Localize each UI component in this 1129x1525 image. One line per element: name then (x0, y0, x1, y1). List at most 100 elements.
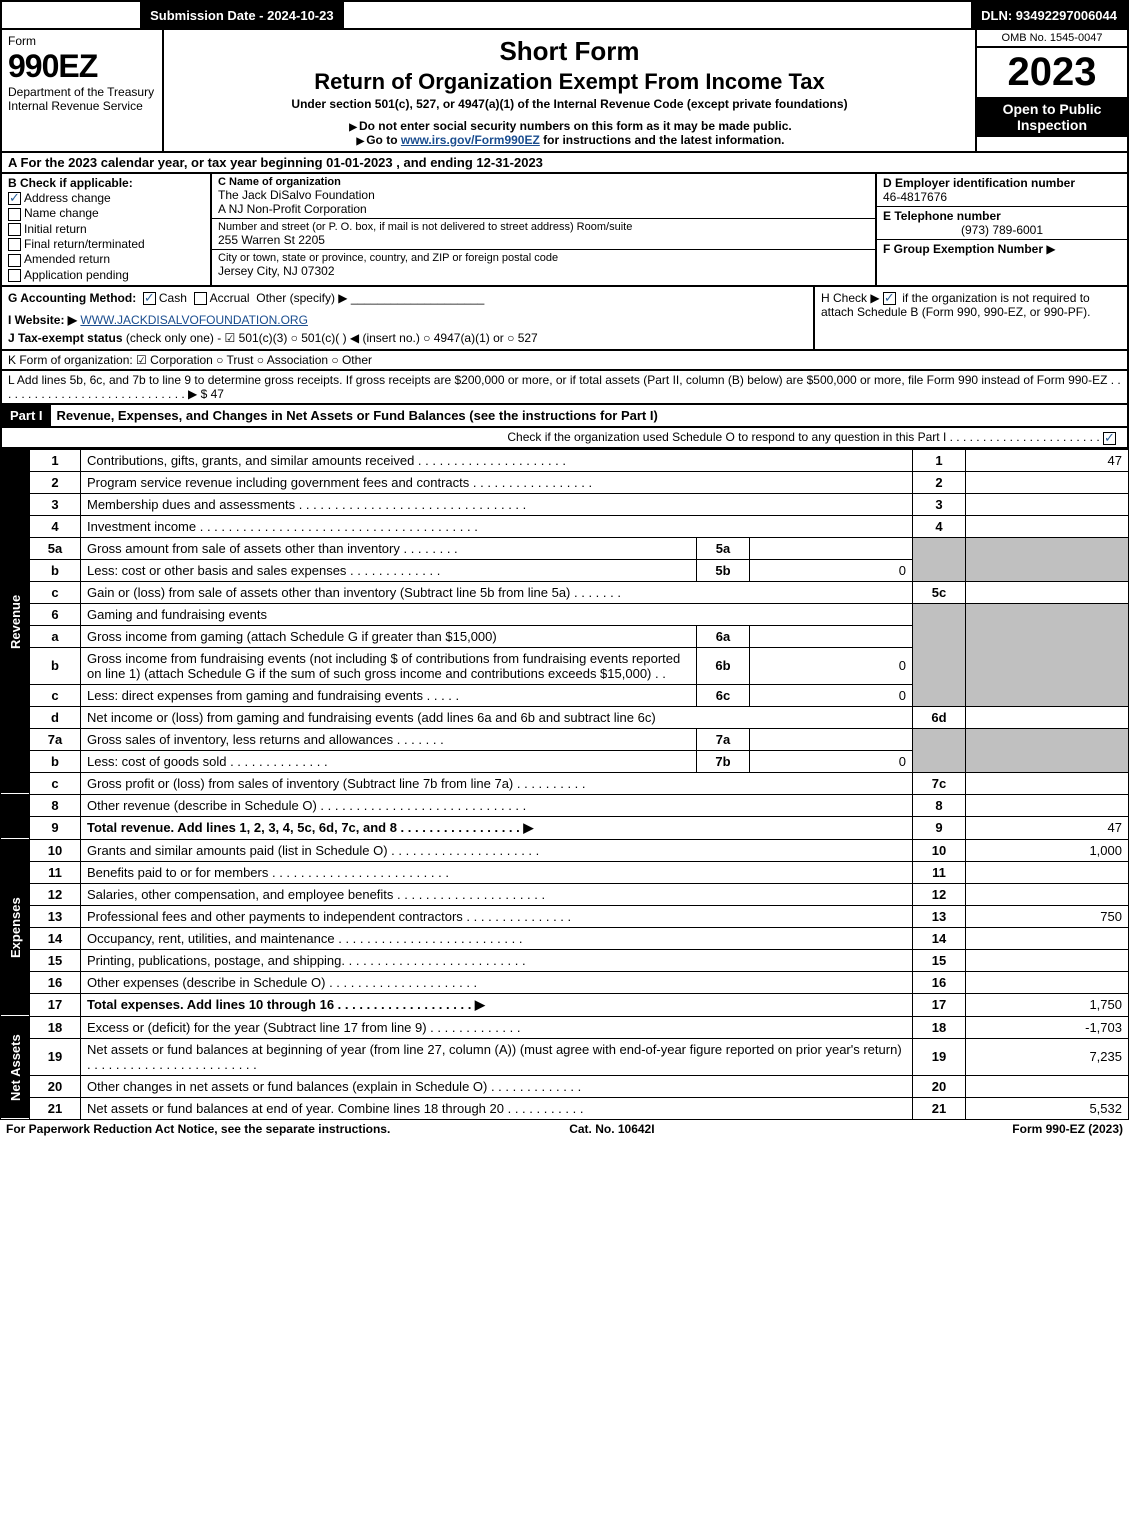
line-21-num: 21 (30, 1097, 81, 1119)
line-5a-subval (750, 537, 913, 559)
shade-5 (913, 537, 966, 581)
section-g: G Accounting Method: Cash Accrual Other … (2, 287, 813, 349)
check-name-change[interactable]: Name change (8, 206, 204, 220)
line-6a-desc: Gross income from gaming (attach Schedul… (81, 625, 697, 647)
line-5b-sub: 5b (697, 559, 750, 581)
line-16-desc: Other expenses (describe in Schedule O) … (81, 971, 913, 993)
short-form-title: Short Form (168, 36, 971, 67)
line-6b-num: b (30, 647, 81, 684)
line-4-rval (966, 515, 1129, 537)
form-number: 990EZ (8, 48, 156, 85)
row-l-value: 47 (211, 387, 224, 401)
line-15-num: 15 (30, 949, 81, 971)
footer-left: For Paperwork Reduction Act Notice, see … (6, 1122, 390, 1136)
line-17-desc: Total expenses. Add lines 10 through 16 … (81, 993, 913, 1016)
line-5c-rval (966, 581, 1129, 603)
line-10-num: 10 (30, 839, 81, 861)
line-6b-sub: 6b (697, 647, 750, 684)
check-address-change[interactable]: Address change (8, 191, 204, 205)
irs-link[interactable]: www.irs.gov/Form990EZ (401, 133, 540, 147)
shade-6 (913, 603, 966, 706)
line-11-desc: Benefits paid to or for members . . . . … (81, 861, 913, 883)
form-header: Form 990EZ Department of the Treasury In… (0, 30, 1129, 153)
line-21-rval: 5,532 (966, 1097, 1129, 1119)
line-18-num: 18 (30, 1016, 81, 1038)
line-1-desc: Contributions, gifts, grants, and simila… (81, 449, 913, 471)
line-7b-num: b (30, 750, 81, 772)
section-c: C Name of organization The Jack DiSalvo … (212, 174, 877, 285)
line-5b-num: b (30, 559, 81, 581)
footer-right: Form 990-EZ (2023) (1012, 1122, 1123, 1136)
row-g-h: G Accounting Method: Cash Accrual Other … (0, 287, 1129, 351)
part1-label: Part I (2, 405, 51, 426)
line-1-rnum: 1 (913, 449, 966, 471)
line-8-rval (966, 794, 1129, 816)
j-label: J Tax-exempt status (8, 331, 123, 345)
row-a-tax-year: A For the 2023 calendar year, or tax yea… (0, 153, 1129, 174)
line-6c-desc: Less: direct expenses from gaming and fu… (81, 684, 697, 706)
line-14-desc: Occupancy, rent, utilities, and maintena… (81, 927, 913, 949)
line-21-rnum: 21 (913, 1097, 966, 1119)
note-goto: Go to www.irs.gov/Form990EZ for instruct… (168, 133, 971, 147)
city-label: City or town, state or province, country… (218, 252, 869, 264)
main-title: Return of Organization Exempt From Incom… (168, 69, 971, 95)
sidebar-expenses: Expenses (1, 839, 30, 1016)
g-label: G Accounting Method: (8, 291, 136, 305)
footer-center: Cat. No. 10642I (569, 1122, 654, 1136)
org-city: Jersey City, NJ 07302 (218, 264, 869, 278)
line-6d-rnum: 6d (913, 706, 966, 728)
lines-table: Revenue 1 Contributions, gifts, grants, … (0, 449, 1129, 1120)
line-9-num: 9 (30, 816, 81, 839)
section-bcdef: B Check if applicable: Address change Na… (0, 174, 1129, 287)
line-10-rnum: 10 (913, 839, 966, 861)
line-17-rval: 1,750 (966, 993, 1129, 1016)
line-7c-desc: Gross profit or (loss) from sales of inv… (81, 772, 913, 794)
line-20-rval (966, 1075, 1129, 1097)
line-18-rval: -1,703 (966, 1016, 1129, 1038)
check-amended-return[interactable]: Amended return (8, 252, 204, 266)
check-h[interactable] (883, 292, 896, 305)
line-20-rnum: 20 (913, 1075, 966, 1097)
line-15-desc: Printing, publications, postage, and shi… (81, 949, 913, 971)
check-initial-return[interactable]: Initial return (8, 222, 204, 236)
section-h: H Check ▶ if the organization is not req… (813, 287, 1127, 349)
line-9-desc: Total revenue. Add lines 1, 2, 3, 4, 5c,… (81, 816, 913, 839)
line-2-rnum: 2 (913, 471, 966, 493)
check-cash[interactable] (143, 292, 156, 305)
line-18-desc: Excess or (deficit) for the year (Subtra… (81, 1016, 913, 1038)
line-6d-desc: Net income or (loss) from gaming and fun… (81, 706, 913, 728)
check-application-pending[interactable]: Application pending (8, 268, 204, 282)
phone: (973) 789-6001 (883, 223, 1121, 237)
line-17-num: 17 (30, 993, 81, 1016)
line-8-desc: Other revenue (describe in Schedule O) .… (81, 794, 913, 816)
line-19-rnum: 19 (913, 1038, 966, 1075)
line-9-rnum: 9 (913, 816, 966, 839)
line-7a-sub: 7a (697, 728, 750, 750)
efile-print[interactable]: efile GRAPHIC print (2, 2, 142, 28)
note-ssn: Do not enter social security numbers on … (168, 119, 971, 133)
line-6-desc: Gaming and fundraising events (81, 603, 913, 625)
check-schedo[interactable] (1103, 432, 1116, 445)
line-13-desc: Professional fees and other payments to … (81, 905, 913, 927)
line-19-num: 19 (30, 1038, 81, 1075)
row-k: K Form of organization: ☑ Corporation ○ … (0, 351, 1129, 371)
website-link[interactable]: WWW.JACKDISALVOFOUNDATION.ORG (80, 313, 308, 327)
line-13-num: 13 (30, 905, 81, 927)
line-6a-num: a (30, 625, 81, 647)
shade-6v (966, 603, 1129, 706)
line-2-num: 2 (30, 471, 81, 493)
line-17-rnum: 17 (913, 993, 966, 1016)
line-3-num: 3 (30, 493, 81, 515)
line-12-desc: Salaries, other compensation, and employ… (81, 883, 913, 905)
check-final-return[interactable]: Final return/terminated (8, 237, 204, 251)
line-6a-subval (750, 625, 913, 647)
check-accrual[interactable] (194, 292, 207, 305)
line-1-num: 1 (30, 449, 81, 471)
line-6d-rval (966, 706, 1129, 728)
line-14-rnum: 14 (913, 927, 966, 949)
section-def: D Employer identification number 46-4817… (877, 174, 1127, 285)
part1-title: Revenue, Expenses, and Changes in Net As… (51, 406, 1127, 425)
line-7b-desc: Less: cost of goods sold . . . . . . . .… (81, 750, 697, 772)
line-6b-subval: 0 (750, 647, 913, 684)
line-8-num: 8 (30, 794, 81, 816)
